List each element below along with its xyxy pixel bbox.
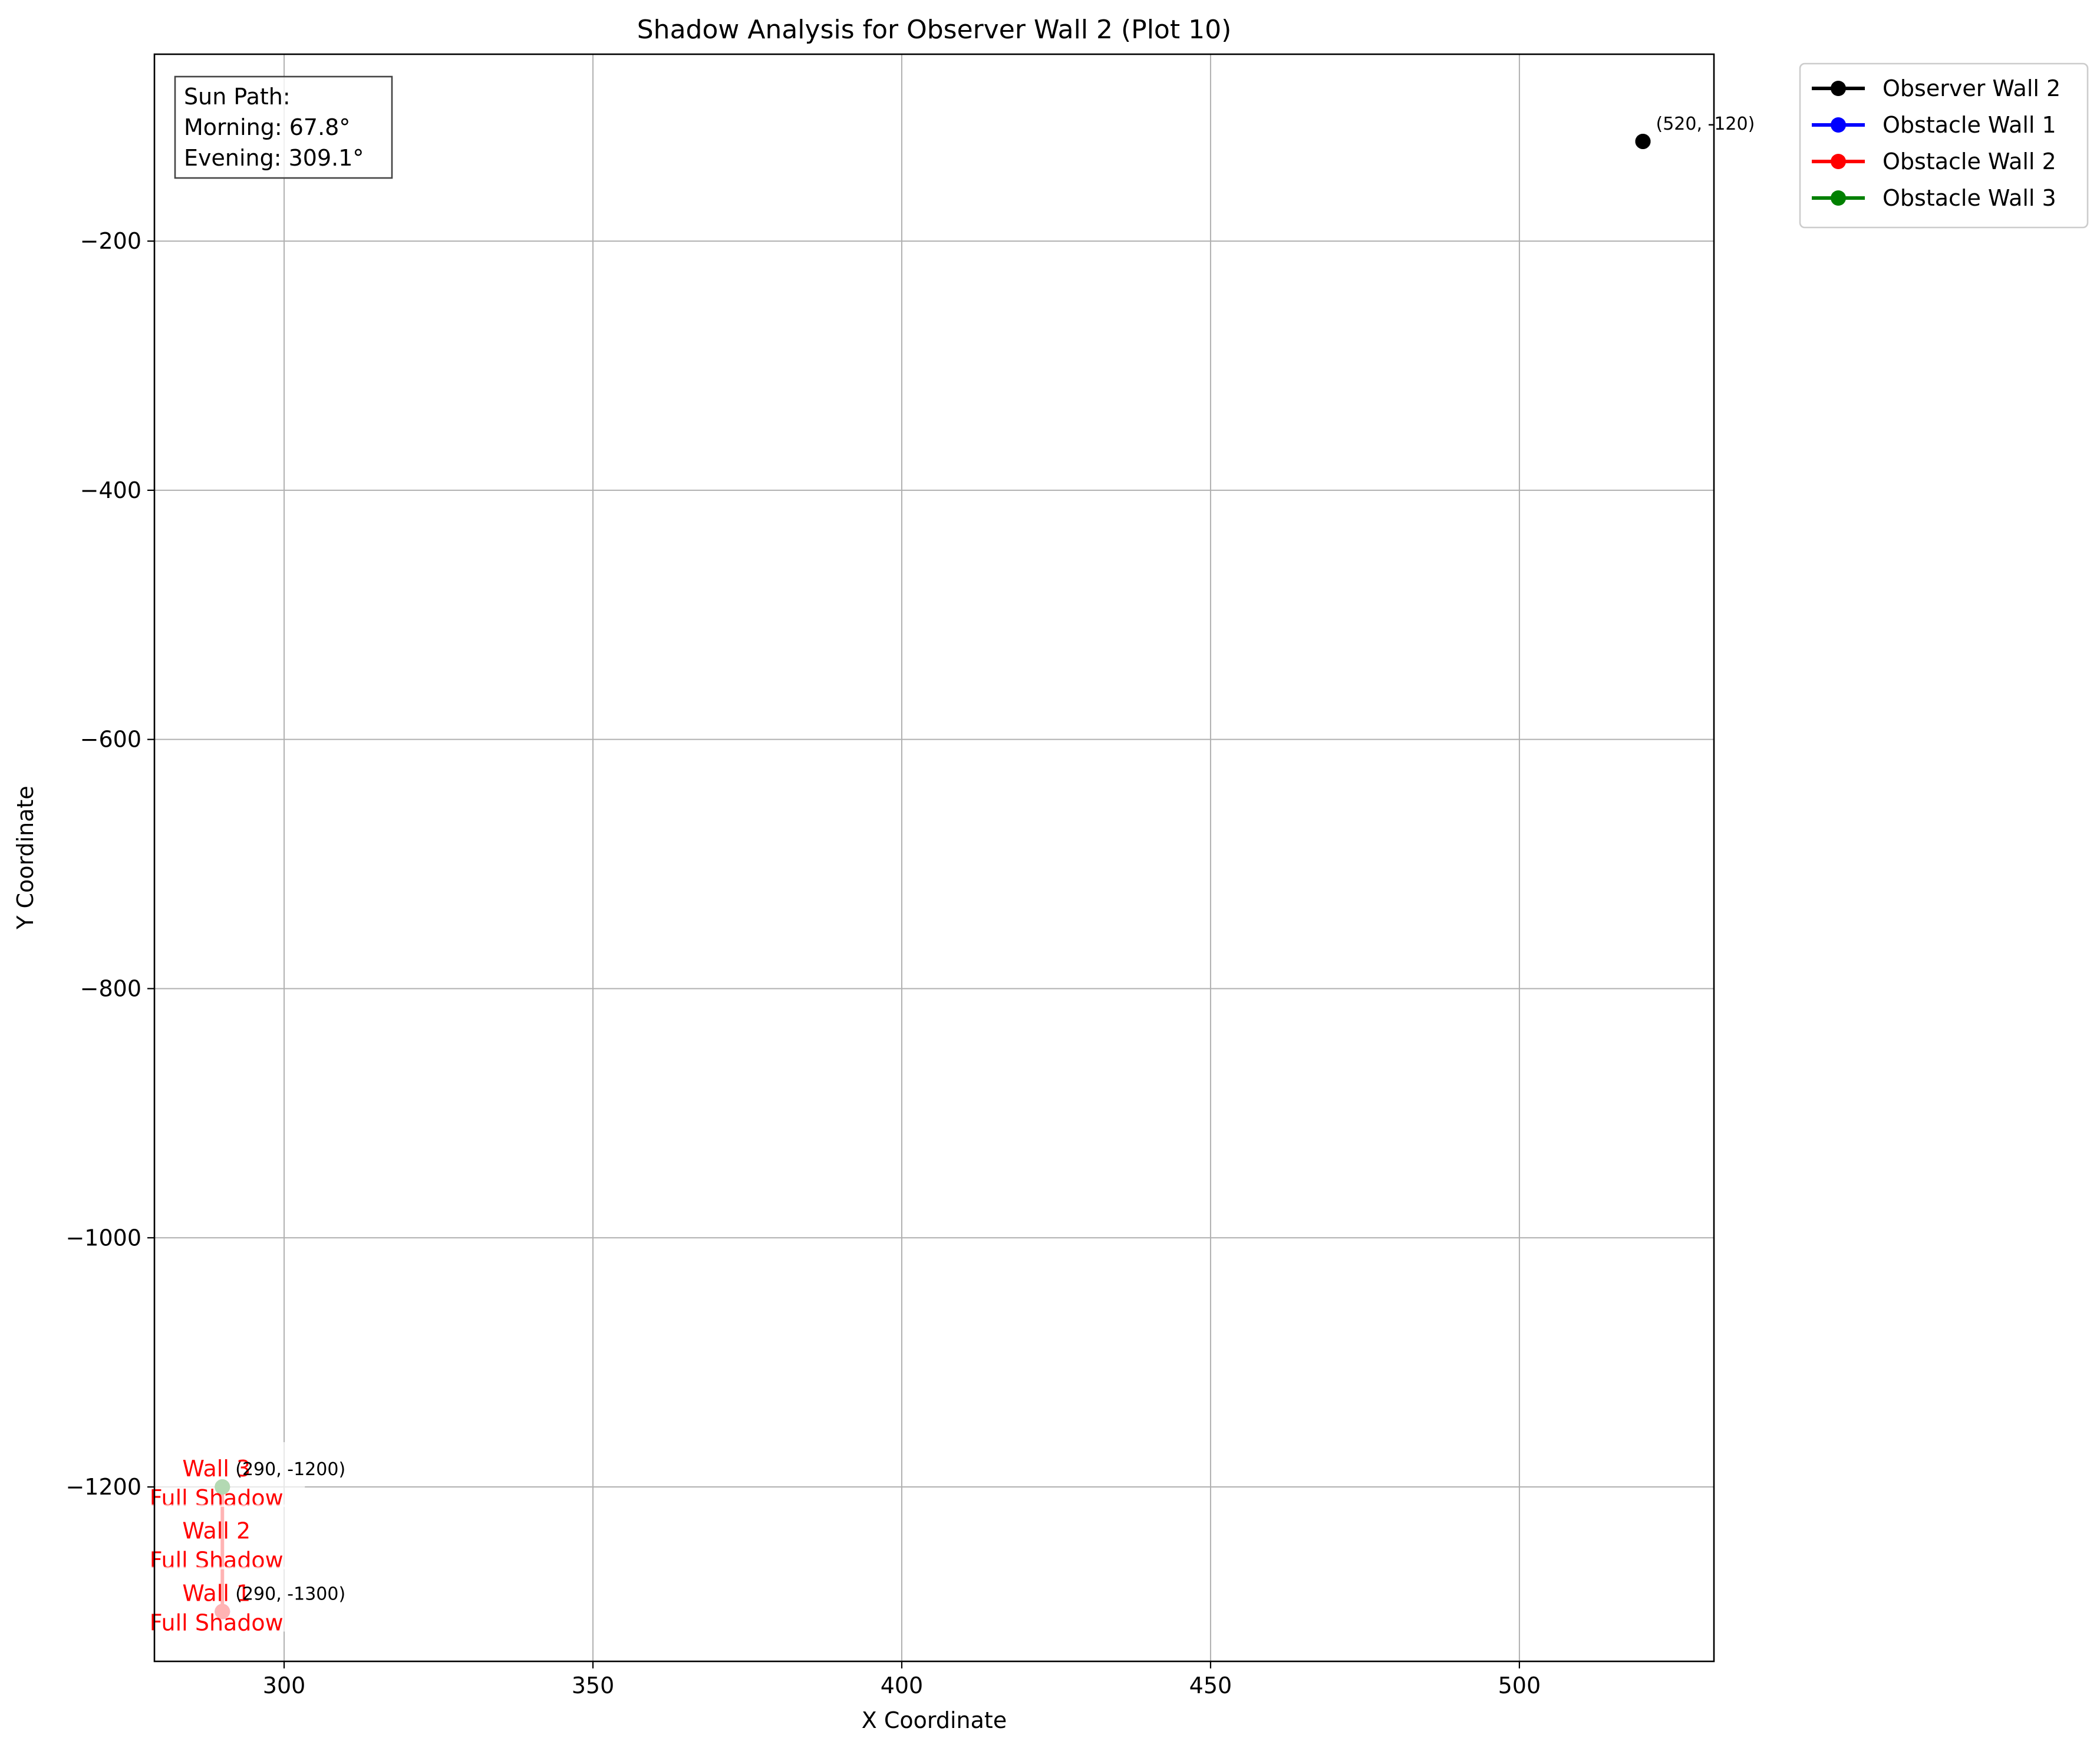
x-axis-label: X Coordinate [862,1707,1007,1733]
legend-label: Observer Wall 2 [1883,75,2061,101]
shadow-label-wall: Wall 3 [182,1456,250,1482]
x-tick-label: 350 [572,1673,615,1698]
y-tick-label: −1000 [65,1225,141,1251]
point-label: (520, -120) [1656,114,1755,134]
legend-frame [1799,62,2089,229]
legend-label: Obstacle Wall 1 [1883,112,2056,138]
shadow-label-box [128,1504,305,1569]
shadow-label-status: Full Shadow [150,1610,283,1635]
point-label: (290, -1200) [235,1459,345,1480]
info-box-line-2: Morning: 67.8° [184,114,350,140]
legend-swatch-marker [1831,154,1846,169]
grid-layer [154,54,1714,1661]
sun-path-info-box: Sun Path: Morning: 67.8° Evening: 309.1° [174,75,393,179]
info-box-line-1: Sun Path: [184,84,291,110]
shadow-label-wall: Wall 1 [182,1580,250,1606]
shadow-label-wall: Wall 2 [182,1518,250,1544]
y-tick-label: −1200 [65,1474,141,1500]
shadow-label-box [128,1442,305,1508]
x-tick-label: 450 [1189,1673,1232,1698]
shadow-label-box [128,1566,305,1632]
legend-label: Obstacle Wall 3 [1883,185,2056,211]
legend-label: Obstacle Wall 2 [1883,149,2056,174]
y-tick-label: −800 [80,975,141,1001]
legend: Observer Wall 2 Obstacle Wall 1 Obstacle W… [1799,62,2089,229]
y-tick-label: −400 [80,477,141,503]
legend-swatch-marker [1831,117,1846,133]
legend-swatch-marker [1831,190,1846,206]
x-tick-label: 300 [263,1673,306,1698]
info-box-line-3: Evening: 309.1° [184,145,364,171]
plot-frame [153,53,1715,1663]
y-tick-label: −200 [80,228,141,254]
y-tick-label: −600 [80,727,141,753]
x-tick-label: 400 [881,1673,924,1698]
info-box-frame [174,75,393,179]
chart-title: Shadow Analysis for Observer Wall 2 (Plo… [637,15,1232,45]
point-label: (290, -1300) [235,1584,345,1604]
x-tick-label: 500 [1498,1673,1541,1698]
legend-swatch-marker [1831,81,1846,96]
tick-layer: 300 350 400 450 500 −200 −400 −600 −800 −1000 −120… [65,228,1541,1698]
series-point [1635,133,1651,149]
y-axis-label: Y Coordinate [12,786,38,930]
